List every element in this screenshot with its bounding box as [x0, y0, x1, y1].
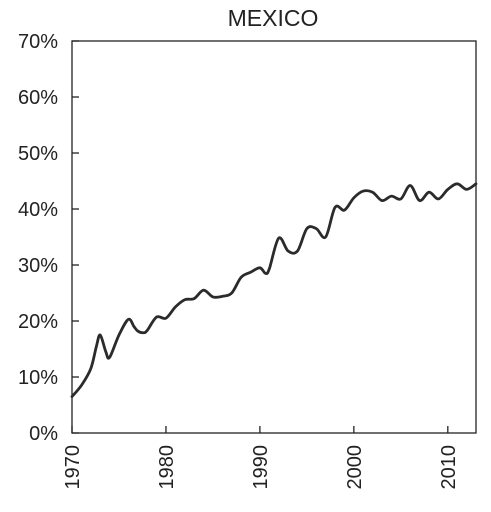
chart-title: MEXICO — [228, 5, 319, 31]
y-tick-label: 20% — [18, 311, 58, 333]
y-axis: 0% 10% 20% 30% 40% 50% 60% 70% — [18, 31, 79, 445]
x-tick-label: 1970 — [62, 445, 84, 490]
x-axis: 1970 1980 1990 2000 2010 — [62, 426, 460, 490]
plot-frame — [71, 40, 477, 434]
x-tick-label: 1980 — [156, 445, 178, 490]
y-tick-label: 0% — [29, 423, 58, 445]
y-tick-label: 70% — [18, 31, 58, 53]
y-tick-label: 30% — [18, 255, 58, 277]
x-tick-label: 2010 — [438, 445, 460, 490]
y-tick-label: 50% — [18, 143, 58, 165]
x-tick-label: 1990 — [250, 445, 272, 490]
series-layer — [70, 182, 478, 398]
series-line — [70, 182, 478, 398]
y-tick-label: 60% — [18, 87, 58, 109]
x-tick-label: 2000 — [344, 445, 366, 490]
y-tick-label: 40% — [18, 199, 58, 221]
y-tick-label: 10% — [18, 367, 58, 389]
